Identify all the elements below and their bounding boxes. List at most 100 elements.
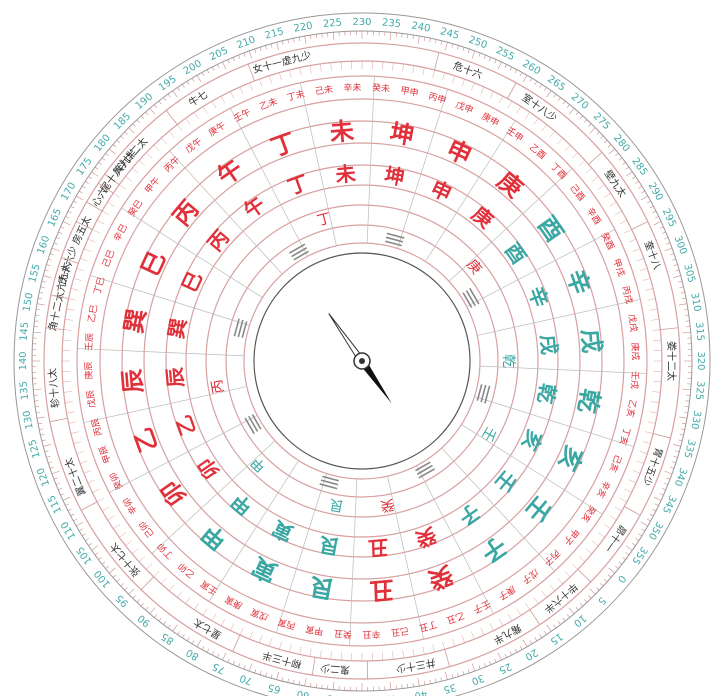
trigram-bar	[469, 287, 480, 305]
jiazi-label: 辛未	[343, 81, 361, 94]
degree-tick	[36, 416, 45, 419]
jiazi-label: 辛巳	[111, 222, 130, 244]
inner-tick	[652, 329, 661, 331]
inner-tick	[516, 608, 522, 616]
ring-circle	[185, 184, 539, 538]
mountain-label: 巳	[136, 247, 172, 281]
degree-tick	[489, 660, 492, 665]
inner-tick	[330, 62, 332, 71]
degree-tick	[172, 624, 178, 632]
mountain-label: 巽	[164, 317, 191, 341]
degree-tick	[497, 61, 502, 70]
inner-tick	[220, 618, 226, 627]
degree-tick	[217, 653, 220, 658]
inner-tick	[619, 219, 628, 225]
sector-line	[349, 478, 358, 646]
inner-tick	[392, 651, 394, 660]
inner-label: 丙	[209, 378, 227, 395]
sector-line	[441, 447, 555, 572]
mansion-label: 牛七	[186, 88, 210, 110]
degree-tick	[81, 185, 86, 189]
degree-tick	[514, 69, 518, 74]
degree-tick	[607, 574, 612, 578]
degree-tick	[149, 607, 156, 614]
inner-tick	[603, 193, 611, 198]
degree-tick	[128, 127, 135, 134]
degree-tick	[429, 679, 431, 684]
degree-tick	[172, 90, 178, 98]
mountain-label: 乾	[573, 387, 605, 415]
degree-tick	[615, 565, 619, 569]
degree-tick	[76, 521, 84, 527]
degree-tick	[575, 606, 579, 611]
center-dial	[253, 252, 471, 470]
trigram-bar	[480, 384, 487, 403]
inner-tick	[230, 91, 235, 99]
degree-tick	[248, 50, 253, 59]
degree-tick	[664, 470, 673, 475]
inner-tick	[138, 556, 146, 562]
degree-tick	[641, 528, 646, 532]
inner-tick	[639, 268, 648, 272]
mountain-label: 艮	[307, 571, 336, 603]
sector-line	[466, 229, 615, 307]
degree-tick	[136, 119, 140, 123]
mountain-label: 丑	[367, 535, 389, 561]
inner-tick	[653, 339, 662, 341]
degree-tick	[140, 115, 145, 119]
degree-tick	[73, 200, 78, 204]
degree-tick	[546, 624, 552, 632]
degree-tick	[40, 286, 45, 288]
inner-tick	[239, 86, 244, 95]
inner-tick	[113, 524, 121, 529]
inner-tick	[146, 563, 153, 570]
degree-tick	[70, 205, 75, 209]
degree-tick	[132, 123, 136, 127]
degree-label: 330	[688, 409, 702, 430]
degree-tick	[483, 663, 486, 668]
mansion-divider	[624, 506, 641, 516]
degree-tick	[478, 52, 481, 57]
inner-tick	[202, 608, 208, 616]
inner-tick	[87, 479, 96, 484]
inner-tick	[549, 131, 556, 138]
degree-tick	[91, 545, 99, 551]
degree-tick	[412, 682, 414, 687]
inner-tick	[624, 229, 632, 234]
degree-tick	[33, 331, 42, 334]
mansion-label: 轸十八太	[45, 367, 61, 408]
degree-label: 55	[326, 692, 340, 696]
inner-tick	[471, 82, 475, 91]
sector-line	[77, 348, 245, 357]
degree-tick	[51, 247, 60, 252]
jiazi-label: 癸亥	[579, 503, 599, 525]
degree-tick	[429, 38, 431, 43]
degree-tick	[666, 477, 671, 480]
degree-tick	[167, 624, 171, 629]
degree-tick	[112, 144, 117, 148]
degree-tick	[681, 297, 686, 300]
degree-label: 270	[569, 91, 591, 112]
degree-tick	[618, 157, 623, 161]
inner-tick	[585, 548, 592, 555]
degree-tick	[566, 104, 570, 108]
degree-tick	[48, 258, 53, 261]
jiazi-label: 壬戌	[628, 371, 641, 390]
degree-tick	[600, 135, 604, 139]
degree-tick	[191, 640, 195, 645]
mansion-divider	[660, 327, 679, 331]
degree-tick	[91, 171, 99, 177]
inner-label: 癸	[379, 496, 396, 514]
degree-tick	[49, 253, 54, 256]
degree-tick	[81, 533, 86, 537]
degree-tick	[48, 461, 53, 464]
mansion-label: 危十六	[452, 59, 485, 81]
degree-tick	[238, 54, 241, 59]
jiazi-label: 戊寅	[249, 606, 270, 624]
degree-label: 60	[296, 688, 310, 696]
inner-tick	[299, 646, 302, 655]
degree-tick	[158, 100, 162, 105]
mansion-divider	[61, 257, 79, 264]
degree-tick	[678, 439, 683, 442]
